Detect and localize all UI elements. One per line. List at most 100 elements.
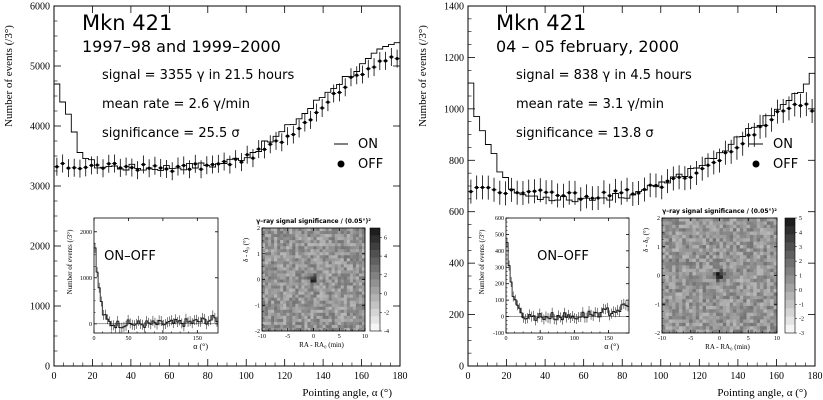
heatmap-cell bbox=[361, 294, 366, 298]
heatmap-cell bbox=[662, 268, 666, 273]
heatmap-cell bbox=[665, 309, 670, 313]
heatmap-cell bbox=[283, 300, 287, 305]
heatmap-cell bbox=[753, 309, 757, 313]
heatmap-cell bbox=[722, 316, 727, 320]
colorbar-band bbox=[785, 291, 795, 301]
series-off-point bbox=[163, 159, 169, 178]
heatmap-cell bbox=[733, 221, 737, 226]
heatmap-cell bbox=[743, 251, 747, 256]
heatmap-cell bbox=[695, 302, 700, 307]
heatmap-cell bbox=[763, 238, 768, 242]
heatmap-cell bbox=[760, 268, 764, 273]
heatmap-cell bbox=[334, 321, 339, 326]
heatmap-cell bbox=[770, 261, 774, 266]
heatmap-cell bbox=[328, 300, 332, 305]
heatmap-cell bbox=[733, 255, 737, 259]
heatmap-cell bbox=[675, 316, 680, 320]
heatmap-cell bbox=[739, 218, 744, 222]
heatmap-cell bbox=[689, 302, 693, 307]
series-off-point bbox=[740, 131, 746, 156]
heatmap-cell bbox=[340, 267, 345, 271]
heatmap-cell bbox=[695, 319, 700, 324]
heatmap-cell bbox=[756, 326, 761, 330]
heatmap-cell bbox=[672, 278, 676, 283]
heatmap-cell bbox=[675, 255, 680, 259]
heatmap-cell bbox=[301, 300, 305, 305]
heatmap-cell bbox=[301, 231, 305, 235]
heatmap-cell bbox=[709, 234, 714, 239]
heatmap-cell bbox=[739, 322, 744, 327]
heatmap-cell bbox=[358, 246, 363, 250]
heatmap-cell bbox=[268, 276, 272, 280]
series-off-point bbox=[786, 96, 792, 121]
heatmap-cell bbox=[753, 295, 757, 300]
heatmap-cell bbox=[722, 299, 727, 303]
heatmap-cell bbox=[292, 270, 296, 274]
y-tick-label: 600 bbox=[449, 207, 464, 218]
heatmap-cell bbox=[719, 221, 724, 226]
heatmap-cell bbox=[709, 322, 714, 327]
heatmap-cell bbox=[746, 224, 751, 229]
heatmap-cell bbox=[689, 292, 693, 297]
heatmap-cell bbox=[743, 231, 747, 236]
heatmap-cell bbox=[736, 278, 741, 283]
heatmap-cell bbox=[352, 303, 357, 308]
x-tick-label: 120 bbox=[692, 371, 707, 382]
heatmap-cell bbox=[733, 302, 737, 307]
heatmap-cell bbox=[709, 245, 714, 249]
heatmap-cell bbox=[685, 326, 690, 330]
heatmap-cell bbox=[322, 246, 326, 250]
heatmap-cell bbox=[301, 285, 305, 289]
heatmap-cell bbox=[756, 234, 761, 239]
heatmap-cell bbox=[298, 237, 302, 241]
heatmap-cell bbox=[756, 265, 761, 270]
heatmap-cell bbox=[274, 282, 278, 286]
heatmap-cell bbox=[301, 294, 305, 298]
heatmap-cell bbox=[319, 297, 323, 302]
colorbar-band bbox=[370, 228, 380, 236]
heatmap-cell bbox=[763, 234, 768, 239]
heatmap-cell bbox=[268, 318, 272, 323]
heatmap-cell bbox=[268, 285, 272, 289]
marker-dot bbox=[176, 164, 180, 169]
heatmap-cell bbox=[709, 265, 714, 270]
heatmap-cell bbox=[716, 285, 720, 290]
heatmap-cell bbox=[682, 265, 686, 270]
heatmap-cell bbox=[668, 282, 673, 286]
heatmap-cell bbox=[682, 278, 686, 283]
heatmap-cell bbox=[672, 268, 676, 273]
heatmap-cell bbox=[313, 273, 317, 277]
inset-y-axis-label: Number of events (/3°) bbox=[66, 229, 74, 294]
heatmap-cell bbox=[340, 261, 345, 265]
heatmap-cell bbox=[692, 221, 697, 226]
heatmap-cell bbox=[319, 246, 323, 250]
heatmap-cell bbox=[334, 267, 339, 271]
heatmap-cell bbox=[749, 319, 754, 324]
heatmap-cell bbox=[733, 285, 737, 290]
heatmap-cell bbox=[328, 258, 332, 262]
heatmap-cell bbox=[307, 246, 311, 250]
heatmap-cell bbox=[307, 303, 311, 308]
y-tick-label: 1000 bbox=[80, 276, 92, 282]
series-off-point bbox=[508, 177, 514, 202]
series-off-point bbox=[532, 179, 538, 204]
heatmap-cell bbox=[726, 261, 730, 266]
heatmap-cell bbox=[274, 294, 278, 298]
x-tick-label: 120 bbox=[277, 371, 292, 382]
heatmap-cell bbox=[705, 326, 710, 330]
heatmap-cell bbox=[340, 252, 345, 256]
heatmap-cell bbox=[712, 251, 717, 256]
heatmap-cell bbox=[313, 276, 317, 280]
series-off-point bbox=[584, 184, 590, 209]
heatmap-cell bbox=[770, 241, 774, 246]
marker-dot bbox=[579, 197, 583, 201]
heatmap-cell bbox=[668, 265, 673, 270]
marker-dot bbox=[613, 189, 618, 193]
marker-dot bbox=[95, 163, 99, 167]
colorbar-band bbox=[370, 235, 380, 244]
heatmap-cell bbox=[343, 312, 348, 317]
heatmap-cell bbox=[729, 231, 734, 236]
heatmap-cell bbox=[682, 245, 686, 249]
x-tick-label: 140 bbox=[730, 371, 745, 382]
